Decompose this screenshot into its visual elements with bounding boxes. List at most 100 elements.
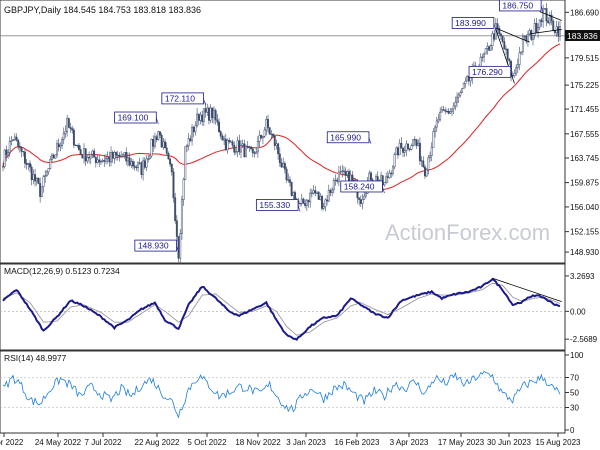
candle-body [268,127,271,135]
candle-body [451,108,453,112]
candle-body [489,45,492,51]
rsi-panel-header: RSI(14) 48.9977 [4,353,67,363]
candle-body [233,145,236,153]
candle-body [499,33,502,37]
x-tick-label: 16 Feb 2023 [335,438,380,447]
candle-body [160,135,163,148]
price-y-tick-label: 175.225 [570,81,599,90]
candle-body [402,147,404,153]
candle-body [403,150,406,153]
candle-body [299,202,302,205]
candle-body [447,111,450,114]
sma-path [2,43,561,191]
candle-body [8,141,11,153]
rsi-y-tick-label: 100 [570,351,584,360]
candle-body [118,154,121,157]
x-tick-label: 18 Nov 2022 [235,438,281,447]
candle-body [40,186,43,197]
macd-panel-frame [0,263,566,351]
annotation-label: 165.990 [330,132,361,142]
candle-body [479,56,482,68]
candle-body [496,23,499,29]
candle-body [258,134,261,142]
candle-body [462,83,465,89]
macd-y-tick-label: 0.00 [570,307,586,316]
candle-body [186,145,188,147]
candle-body [287,179,290,181]
candle-body [86,156,89,162]
candle-body [78,144,80,150]
rsi-path [2,370,561,419]
candle-body [105,158,107,162]
candle-body [408,148,411,150]
candle-body [493,33,496,40]
candle-body [503,41,506,50]
candle-body [461,88,464,93]
candle-body [167,153,170,160]
candle-body [506,48,509,60]
price-panel: GBPJPY,Daily 184.545 184.753 183.818 183… [0,0,600,264]
candle-body [22,151,25,153]
candle-body [532,35,534,40]
price-y-tick-label: 152.155 [570,228,599,237]
candle-body [553,30,556,33]
candle-body [282,163,285,168]
candle-body [351,174,354,181]
candle-body [29,163,31,168]
candle-body [498,28,501,35]
candle-body [216,119,219,123]
candle-body [64,131,67,134]
candle-body [72,129,75,146]
annotation-label: 155.330 [259,200,290,210]
candle-body [484,48,487,55]
price-y-tick-label: 159.875 [570,179,599,188]
candle-body [454,101,457,107]
candle-body [267,118,269,128]
candle-body [106,156,109,159]
candle-body [39,183,42,197]
candle-body [20,147,23,152]
candle-body [111,152,114,159]
candle-body [197,113,200,121]
candle-body [466,75,469,82]
price-annotations: 186.750 183.990 176.290 172.110 169.100 165.9… [114,0,544,253]
candle-body [74,144,77,146]
candle-body [418,142,421,161]
candle-body [248,146,251,149]
candle-body [30,166,33,180]
candle-body [223,138,226,141]
candle-body [344,171,347,176]
candle-body [13,136,16,140]
candle-body [93,150,96,158]
candle-body [285,168,288,181]
x-tick-label: 24 May 2022 [35,438,82,447]
candle-body [116,154,119,156]
candle-body [312,190,315,194]
candle-body [391,166,394,174]
candle-body [278,153,281,163]
candle-body [548,14,551,24]
candle-body [432,131,435,148]
candle-body [422,160,425,168]
candle-body [192,126,195,133]
candle-body [321,196,323,209]
candle-body [199,114,202,121]
candle-body [147,158,150,160]
annotation-box [451,17,495,29]
candle-body [133,165,136,168]
candle-body [488,46,491,51]
rsi-y-tick-label: 0 [570,426,575,435]
candle-body [27,163,30,165]
candle-body [412,139,415,146]
candle-body [420,160,423,162]
candle-body [3,149,6,167]
candle-body [430,147,433,157]
macd-y-tick-label: 3.2693 [570,272,595,281]
candle-body [125,152,128,162]
candle-body [280,162,283,168]
candle-body [535,22,538,33]
candle-body [123,152,126,156]
candle-body [405,143,408,151]
candle-body [57,143,60,148]
candle-body [157,131,160,141]
